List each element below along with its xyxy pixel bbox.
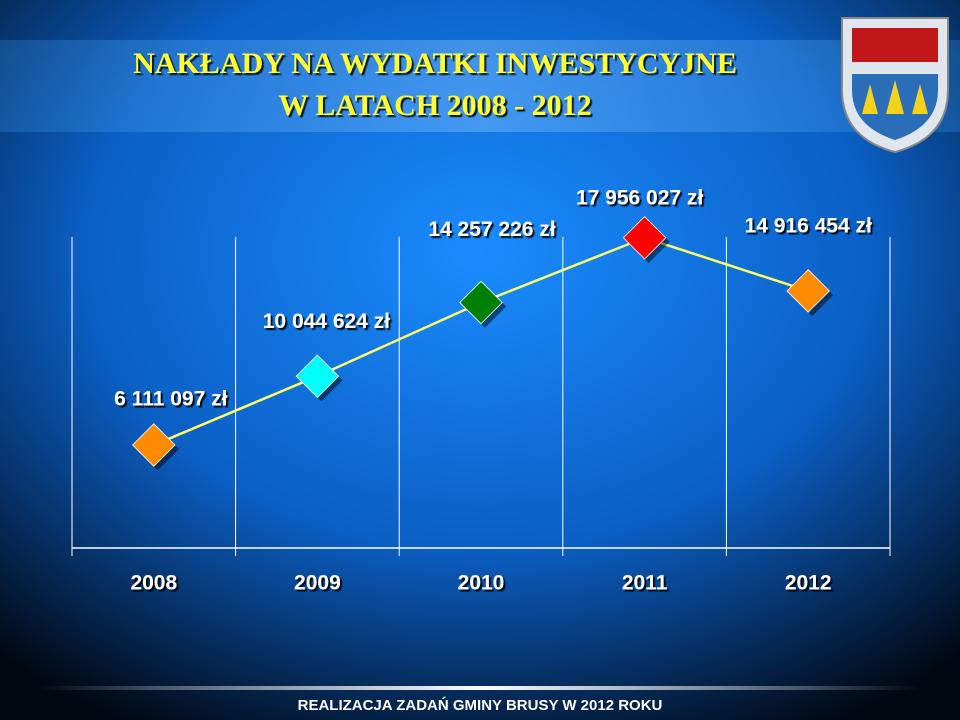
data-label: 10 044 624 zł: [263, 310, 390, 333]
coat-of-arms: [841, 17, 949, 154]
data-label: 6 111 097 zł: [114, 388, 227, 411]
data-label: 14 257 226 zł: [428, 218, 555, 241]
title-line: NAKŁADY NA WYDATKI INWESTYCYJNE: [133, 47, 737, 80]
footer-rule: [40, 686, 920, 690]
x-tick-label: 2010: [458, 572, 505, 595]
marker: [459, 280, 503, 325]
x-tick-label: 2009: [294, 572, 341, 595]
marker: [622, 215, 667, 260]
data-label: 17 956 027 zł: [576, 186, 703, 209]
marker: [132, 423, 176, 467]
marker: [786, 269, 830, 313]
x-tick-label: 2011: [622, 572, 668, 595]
title-banner: [0, 40, 960, 132]
marker: [295, 354, 340, 398]
data-label: 14 916 454 zł: [745, 215, 872, 238]
title-line: W LATACH 2008 - 2012: [278, 89, 591, 122]
footer: REALIZACJA ZADAŃ GMINY BRUSY W 2012 ROKU: [298, 697, 663, 714]
x-tick-label: 2012: [785, 572, 832, 595]
x-tick-label: 2008: [130, 572, 177, 595]
